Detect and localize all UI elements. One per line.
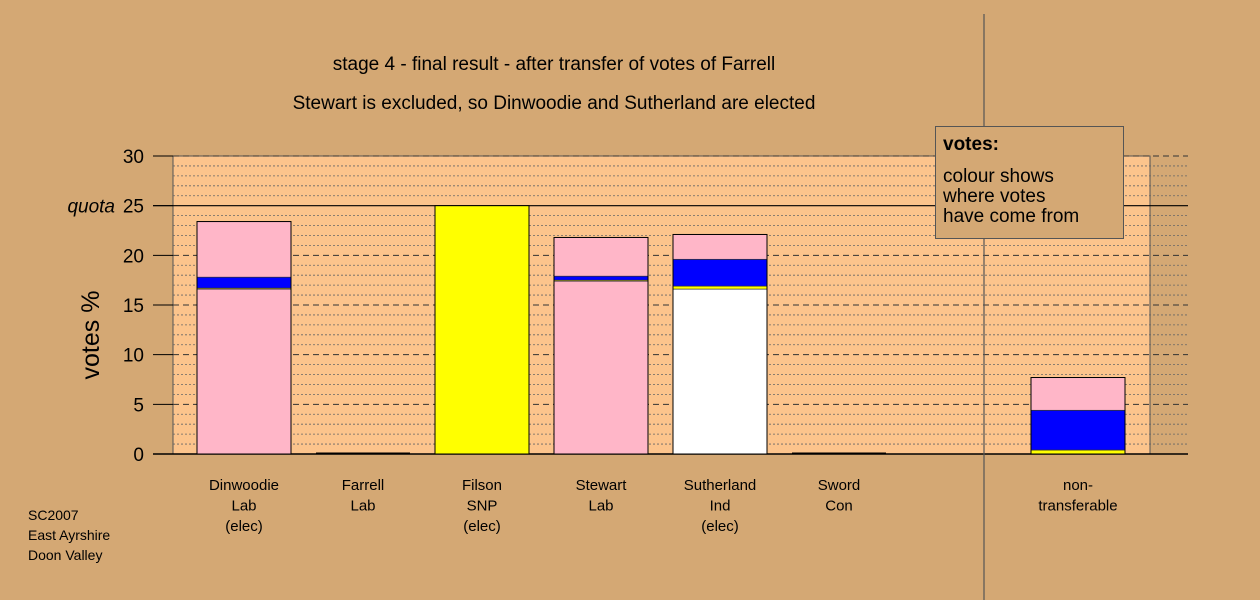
category-label: (elec): [225, 518, 263, 535]
category-label: Filson: [462, 477, 502, 494]
bar-segment: [196, 221, 292, 278]
bar-outline: [672, 233, 768, 455]
category-label: Sword: [818, 477, 861, 494]
y-tick-label: 15: [123, 296, 144, 317]
legend-line-1: colour shows: [943, 166, 1054, 187]
legend-line-3: have come from: [943, 206, 1080, 227]
category-label: (elec): [701, 518, 739, 535]
bar-segment: [672, 258, 768, 287]
bar-outline: [434, 205, 530, 455]
bar-segment: [196, 276, 292, 289]
bar-segment: [1030, 449, 1126, 455]
bar-outline: [553, 236, 649, 455]
bar-segment: [672, 285, 768, 290]
category-label: SNP: [467, 498, 498, 515]
quota-label: quota: [67, 197, 115, 218]
footnote: SC2007 East Ayrshire Doon Valley: [28, 505, 110, 565]
bar-segment: [672, 288, 768, 455]
category-label: (elec): [463, 518, 501, 535]
bar-outline: [196, 221, 292, 455]
bar-segment: [553, 275, 649, 281]
chart-title: stage 4 - final result - after transfer …: [332, 54, 776, 75]
y-axis-label: votes %: [77, 291, 105, 380]
bar-segment: [434, 205, 530, 455]
y-tick-label: 10: [123, 346, 144, 367]
bar-segment: [1030, 377, 1126, 411]
y-tick-label: 5: [133, 395, 144, 416]
legend-title: votes:: [943, 134, 999, 155]
bar-segment: [553, 237, 649, 277]
category-label: Stewart: [576, 477, 628, 494]
category-label: Lab: [231, 498, 256, 515]
chart-subtitle: Stewart is excluded, so Dinwoodie and Su…: [292, 93, 816, 114]
bar-segment: [553, 280, 649, 455]
category-label: Farrell: [342, 477, 385, 494]
category-label: Lab: [588, 498, 613, 515]
legend-line-2: where votes: [943, 186, 1046, 207]
y-tick-label: 30: [123, 147, 144, 168]
category-label: Sutherland: [684, 477, 757, 494]
category-label: Con: [825, 498, 853, 515]
category-label: non-: [1063, 477, 1093, 494]
y-tick-label: 0: [133, 445, 144, 466]
footnote-line-1: SC2007: [28, 507, 79, 523]
category-label: Ind: [710, 498, 731, 515]
bar-segment: [1030, 409, 1126, 451]
category-label: transferable: [1038, 498, 1117, 515]
footnote-line-3: Doon Valley: [28, 547, 103, 563]
y-tick-label: 20: [123, 246, 144, 267]
footnote-line-2: East Ayrshire: [28, 527, 111, 543]
category-label: Lab: [350, 498, 375, 515]
bar-segment: [196, 288, 292, 455]
legend: votes: colour shows where votes have com…: [935, 126, 1124, 239]
category-label: Dinwoodie: [209, 477, 279, 494]
y-tick-label: 25: [123, 197, 144, 218]
bar-outline: [1030, 377, 1126, 455]
bar-segment: [672, 234, 768, 260]
